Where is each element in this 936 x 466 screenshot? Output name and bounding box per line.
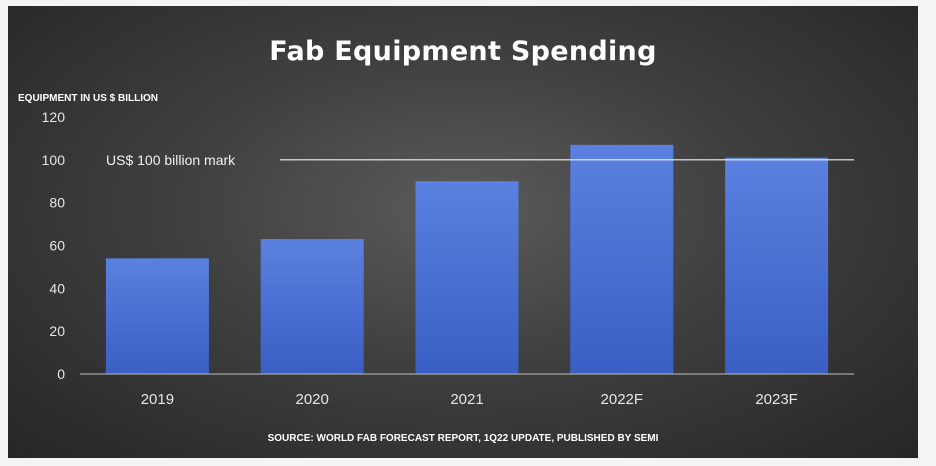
- bar-chart: 0 20 40 60 80 100 120 2019 2020 2021 2022F 2023F U…: [42, 109, 854, 408]
- bar-2023f: [725, 157, 829, 374]
- y-axis-label: EQUIPMENT IN US $ BILLION: [18, 93, 159, 104]
- chart-panel: Fab Equipment Spending EQUIPMENT IN US $…: [8, 6, 918, 458]
- reference-line-label: US$ 100 billion mark: [106, 152, 236, 168]
- source-note: SOURCE: WORLD FAB FORECAST REPORT, 1Q22 …: [267, 433, 659, 444]
- y-tick-label: 40: [49, 280, 65, 296]
- y-tick-label: 80: [49, 195, 65, 211]
- x-category-label: 2019: [141, 391, 174, 408]
- bar-2019: [105, 258, 209, 374]
- y-tick-label: 120: [42, 109, 66, 125]
- bar-2022f: [570, 144, 674, 374]
- y-tick-label: 100: [42, 152, 66, 168]
- y-tick-label: 20: [49, 323, 65, 339]
- y-tick-label: 60: [49, 238, 65, 254]
- chart-title: Fab Equipment Spending: [269, 36, 657, 67]
- x-category-label: 2021: [450, 391, 483, 408]
- bar-2021: [415, 181, 519, 374]
- x-category-label: 2022F: [601, 391, 644, 408]
- x-category-label: 2023F: [755, 391, 798, 408]
- x-category-label: 2020: [296, 391, 329, 408]
- bar-2020: [260, 239, 364, 374]
- y-tick-label: 0: [57, 366, 65, 382]
